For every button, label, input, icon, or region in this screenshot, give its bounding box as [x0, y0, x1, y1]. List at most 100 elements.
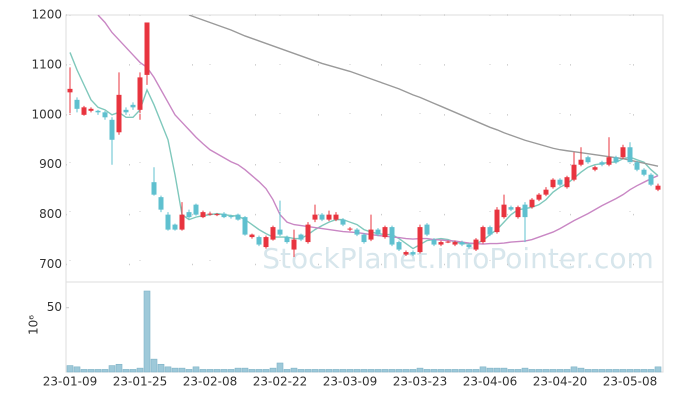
- volume-bar: [129, 369, 137, 373]
- candle-body: [81, 107, 87, 115]
- price-plot: [67, 15, 661, 258]
- volume-bar: [549, 369, 557, 373]
- candle-body: [193, 204, 199, 215]
- volume-bar: [136, 367, 144, 373]
- candle-body: [221, 213, 227, 218]
- candle-body: [333, 214, 339, 220]
- watermark: StockPlanet.InfoPointer.com: [262, 242, 654, 275]
- candle-body: [144, 22, 150, 75]
- x-tick-label: 23-01-09: [43, 375, 97, 389]
- candle-body: [543, 189, 549, 195]
- volume-bar: [507, 369, 515, 373]
- volume-bar: [367, 369, 375, 373]
- candle-body: [431, 239, 437, 245]
- candle-body: [620, 147, 626, 158]
- candle-body: [200, 212, 206, 218]
- volume-bar: [94, 369, 102, 373]
- candle-body: [655, 185, 661, 190]
- volume-bar: [87, 369, 95, 373]
- volume-bar: [304, 369, 312, 373]
- candle-body: [214, 214, 220, 216]
- candle-body: [298, 234, 304, 240]
- y-tick-label: 800: [39, 207, 62, 221]
- volume-bar: [297, 369, 305, 373]
- volume-bar: [472, 369, 480, 373]
- volume-bar: [458, 369, 466, 373]
- candle-body: [158, 197, 164, 210]
- candle-body: [123, 109, 129, 113]
- candle-body: [284, 237, 290, 243]
- volume-bar: [374, 369, 382, 373]
- volume-bar: [500, 367, 508, 373]
- candle-body: [501, 204, 507, 218]
- volume-bar: [535, 369, 543, 373]
- volume-bar: [276, 362, 284, 373]
- candle-body: [319, 214, 325, 220]
- candle-body: [466, 244, 472, 248]
- candle-body: [361, 234, 367, 243]
- y-tick-label: 1200: [31, 8, 62, 22]
- volume-bar: [311, 369, 319, 373]
- volume-bar: [451, 369, 459, 373]
- volume-bar: [388, 369, 396, 373]
- volume-bar: [318, 369, 326, 373]
- x-tick-label: 23-02-22: [253, 375, 307, 389]
- candle-body: [648, 174, 654, 185]
- moving-average-line: [69, 52, 659, 250]
- volume-bar: [584, 369, 592, 373]
- candle-body: [277, 229, 283, 235]
- volume-bar: [206, 369, 214, 373]
- candle-body: [165, 214, 171, 230]
- candle-body: [578, 159, 584, 165]
- candle-body: [473, 239, 479, 250]
- volume-bar: [542, 369, 550, 373]
- volume-bar: [171, 367, 179, 373]
- volume-bar: [283, 369, 291, 373]
- volume-bar: [430, 369, 438, 373]
- volume-bar: [416, 367, 424, 373]
- candle-body: [179, 214, 185, 230]
- volume-bar: [108, 365, 116, 373]
- volume-bar: [605, 369, 613, 373]
- volume-bar: [164, 366, 172, 373]
- candle-body: [102, 112, 108, 118]
- volume-bar: [73, 366, 81, 373]
- volume-bar: [227, 369, 235, 373]
- y-tick-label: 1000: [31, 107, 62, 121]
- volume-bar: [178, 367, 186, 373]
- candle-body: [641, 169, 647, 175]
- volume-bar: [353, 369, 361, 373]
- candle-body: [151, 182, 157, 195]
- candle-body: [494, 209, 500, 233]
- candle-body: [487, 227, 493, 235]
- volume-bar: [444, 369, 452, 373]
- volume-bar: [220, 369, 228, 373]
- candle-body: [291, 239, 297, 250]
- volume-bar: [80, 369, 88, 373]
- candle-body: [207, 213, 213, 215]
- volume-bar: [262, 369, 270, 373]
- volume-bar: [556, 369, 564, 373]
- volume-bar: [577, 367, 585, 373]
- candle-body: [186, 212, 192, 218]
- candle-body: [305, 224, 311, 243]
- volume-bar: [269, 367, 277, 373]
- volume-bar: [626, 369, 634, 373]
- candle-body: [459, 242, 465, 245]
- volume-bar: [325, 369, 333, 373]
- candle-body: [445, 241, 451, 243]
- volume-bar: [143, 290, 151, 373]
- candle-body: [389, 227, 395, 245]
- candle-body: [508, 207, 514, 210]
- candle-body: [137, 77, 143, 110]
- candle-body: [529, 199, 535, 208]
- volume-bar: [591, 369, 599, 373]
- volume-bar: [521, 367, 529, 373]
- candle-body: [88, 108, 94, 111]
- volume-bar: [192, 366, 200, 373]
- x-tick-label: 23-04-20: [533, 375, 587, 389]
- volume-bar: [101, 369, 109, 373]
- candle-body: [312, 214, 318, 220]
- candle-body: [571, 164, 577, 180]
